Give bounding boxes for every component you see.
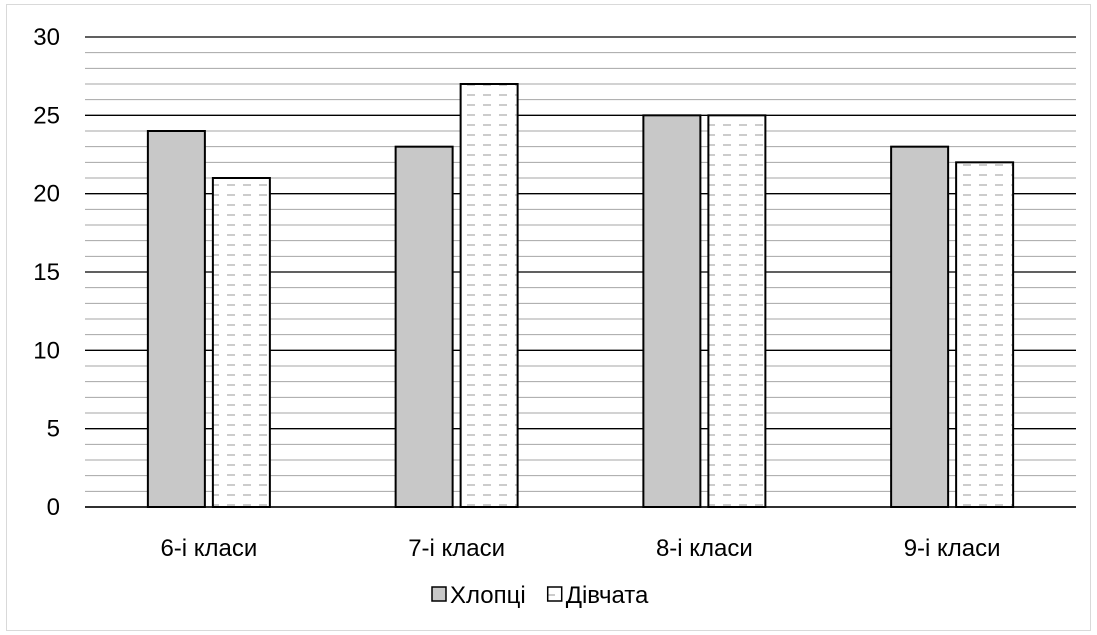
- y-tick-label: 30: [33, 24, 60, 51]
- x-category-label: 9-і класи: [904, 535, 1001, 562]
- bar-Хлопці-6-і класи: [146, 130, 206, 508]
- legend-swatch-Дівчата: [546, 586, 563, 602]
- y-tick-label: 5: [47, 416, 60, 443]
- bar-Дівчата-9-і класи: [955, 161, 1015, 508]
- legend: Хлопці Дівчата: [431, 582, 649, 609]
- y-tick-label: 10: [33, 337, 60, 364]
- bar-Дівчата-6-і класи: [211, 177, 271, 508]
- legend-label: Хлопці: [450, 582, 526, 609]
- y-tick-label: 15: [33, 259, 60, 286]
- bar-Хлопці-7-і класи: [394, 145, 454, 509]
- x-category-label: 8-і класи: [656, 535, 753, 562]
- legend-label: Дівчата: [566, 582, 649, 609]
- y-tick-label: 20: [33, 181, 60, 208]
- x-category-label: 6-і класи: [160, 535, 257, 562]
- legend-swatch-Хлопці: [431, 586, 447, 602]
- axes: 0 5 10 15 20 25 30 6-і класи 7-і класи 8-і класи 9…: [33, 24, 1076, 562]
- bar-Дівчата-8-і класи: [707, 114, 767, 508]
- bar-Дівчата-7-і класи: [459, 83, 519, 508]
- x-category-label: 7-і класи: [408, 535, 505, 562]
- y-tick-label: 0: [47, 494, 60, 521]
- y-tick-label: 25: [33, 102, 60, 129]
- bars: [146, 83, 1015, 509]
- bar-Хлопці-9-і класи: [890, 145, 950, 509]
- bar-Хлопці-8-і класи: [642, 114, 702, 508]
